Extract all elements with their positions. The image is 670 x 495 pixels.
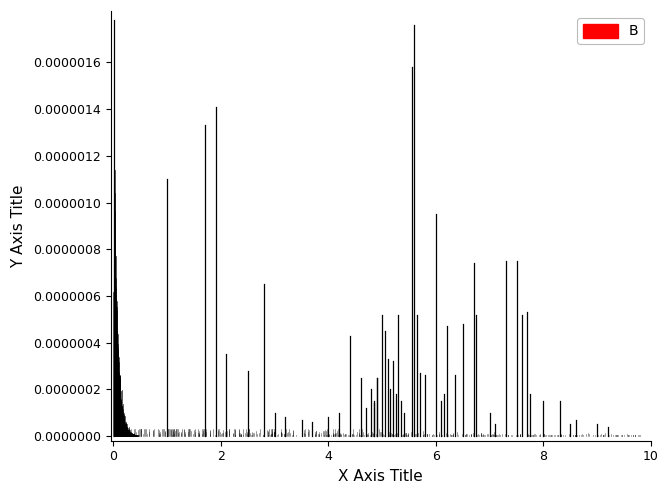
X-axis label: X Axis Title: X Axis Title <box>338 469 423 484</box>
Legend: B: B <box>578 18 644 44</box>
Y-axis label: Y Axis Title: Y Axis Title <box>11 184 26 268</box>
